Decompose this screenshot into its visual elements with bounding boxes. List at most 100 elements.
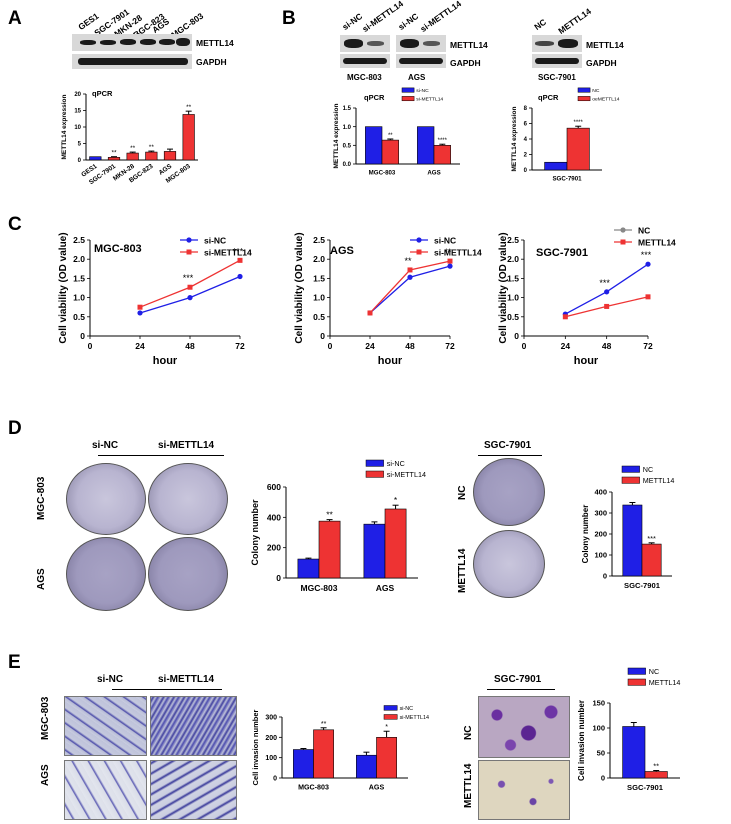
cell-label: AGS	[408, 73, 426, 82]
chart-title: qPCR	[92, 89, 113, 98]
significance-label: *	[394, 495, 398, 505]
blot-gapdh	[340, 54, 390, 68]
y-tick-label: 2	[524, 153, 528, 159]
legend-swatch	[627, 667, 646, 675]
invasion-image	[64, 760, 147, 820]
col-header-si-mettl14: si-METTL14	[158, 440, 215, 451]
y-tick-label: 0	[603, 572, 607, 581]
x-axis-label: hour	[153, 355, 178, 367]
significance-label: ***	[233, 246, 244, 256]
x-axis-label: hour	[574, 355, 599, 367]
legend-label: METTL14	[643, 476, 675, 485]
y-tick-label: 1.5	[313, 273, 325, 283]
significance-label: **	[149, 144, 155, 151]
significance-label: **	[404, 256, 412, 266]
panel-label-a: A	[8, 8, 22, 29]
blot-gapdh	[396, 54, 446, 68]
bar	[384, 508, 407, 579]
y-tick-label: 1.5	[507, 273, 519, 283]
x-tick-label: SGC-7901	[552, 176, 582, 183]
data-point	[367, 310, 373, 316]
header-underline	[112, 689, 222, 690]
bar	[356, 754, 377, 779]
x-tick-label: MGC-803	[298, 784, 329, 792]
blot-label-gapdh: GAPDH	[196, 57, 227, 67]
legend-label: si-METTL14	[387, 470, 426, 479]
legend-swatch	[383, 705, 398, 711]
data-point	[137, 310, 143, 316]
bar	[297, 558, 320, 579]
data-point	[562, 314, 568, 320]
header-underline	[478, 455, 542, 456]
cell-label: MGC-803	[347, 73, 382, 82]
row-label-ags: AGS	[40, 764, 51, 786]
invasion-image	[64, 696, 147, 756]
legend-swatch	[627, 678, 646, 686]
y-tick-label: 0.5	[73, 312, 85, 322]
x-tick-label: AGS	[376, 583, 395, 593]
y-tick-label: 2.0	[313, 254, 325, 264]
legend-label: si-NC	[387, 459, 405, 468]
blot-gapdh	[532, 54, 582, 68]
col-header-si-mettl14: si-METTL14	[158, 674, 215, 685]
y-tick-label: 0.5	[343, 143, 352, 149]
bar	[145, 151, 158, 161]
significance-label: **	[444, 247, 452, 257]
y-tick-label: 0	[601, 774, 605, 783]
y-tick-label: 1.5	[343, 106, 352, 112]
significance-label: **	[388, 133, 393, 139]
significance-label: ***	[641, 250, 652, 260]
col-header-si-nc: si-NC	[97, 674, 124, 685]
y-tick-label: 150	[592, 699, 605, 708]
y-axis-label: Cell invasion number	[251, 709, 260, 785]
legend-label: NC	[638, 226, 650, 236]
x-tick-label: 48	[602, 341, 612, 351]
data-point	[237, 257, 243, 263]
bar	[376, 737, 397, 779]
x-tick-label: 48	[185, 341, 195, 351]
significance-label: *	[385, 724, 388, 731]
y-tick-label: 10	[74, 125, 81, 131]
legend-swatch	[383, 714, 398, 720]
chart-title: SGC-7901	[536, 247, 588, 259]
significance-label: **	[186, 104, 192, 111]
y-tick-label: 0.5	[507, 312, 519, 322]
data-point	[187, 295, 193, 301]
y-tick-label: 0	[80, 331, 85, 341]
y-tick-label: 100	[592, 724, 605, 733]
y-tick-label: 300	[594, 509, 607, 518]
y-axis-label: Colony number	[250, 499, 260, 565]
y-tick-label: 0	[276, 573, 281, 583]
significance-label: **	[326, 510, 333, 520]
y-tick-label: 2.0	[507, 254, 519, 264]
bar	[566, 127, 590, 171]
x-tick-label: MGC-803	[369, 170, 396, 177]
y-tick-label: 1.0	[507, 293, 519, 303]
y-tick-label: 8	[524, 106, 528, 112]
colony-dish	[66, 537, 146, 611]
bar	[313, 729, 334, 779]
legend-marker	[416, 249, 422, 255]
y-tick-label: 300	[265, 714, 277, 721]
row-label-ags: AGS	[36, 568, 47, 590]
y-axis-label: METTL14 expression	[333, 103, 340, 168]
legend-marker	[416, 237, 422, 243]
colony-dish	[66, 463, 146, 535]
y-tick-label: 2.5	[507, 235, 519, 245]
bar	[644, 771, 668, 779]
x-tick-label: 24	[135, 341, 145, 351]
series-line	[369, 265, 451, 314]
bar	[89, 156, 102, 161]
blot-mettl14	[340, 35, 390, 52]
bar	[417, 126, 435, 165]
row-label-mgc803: MGC-803	[36, 476, 47, 520]
y-tick-label: 0.5	[313, 312, 325, 322]
y-axis-label: METTL14 expression	[511, 106, 518, 171]
legend-swatch	[365, 470, 384, 478]
y-tick-label: 6	[524, 122, 528, 128]
col-header-sgc7901: SGC-7901	[494, 674, 542, 685]
bar	[318, 520, 341, 579]
row-label-nc: NC	[457, 485, 468, 500]
legend-swatch	[401, 96, 415, 102]
